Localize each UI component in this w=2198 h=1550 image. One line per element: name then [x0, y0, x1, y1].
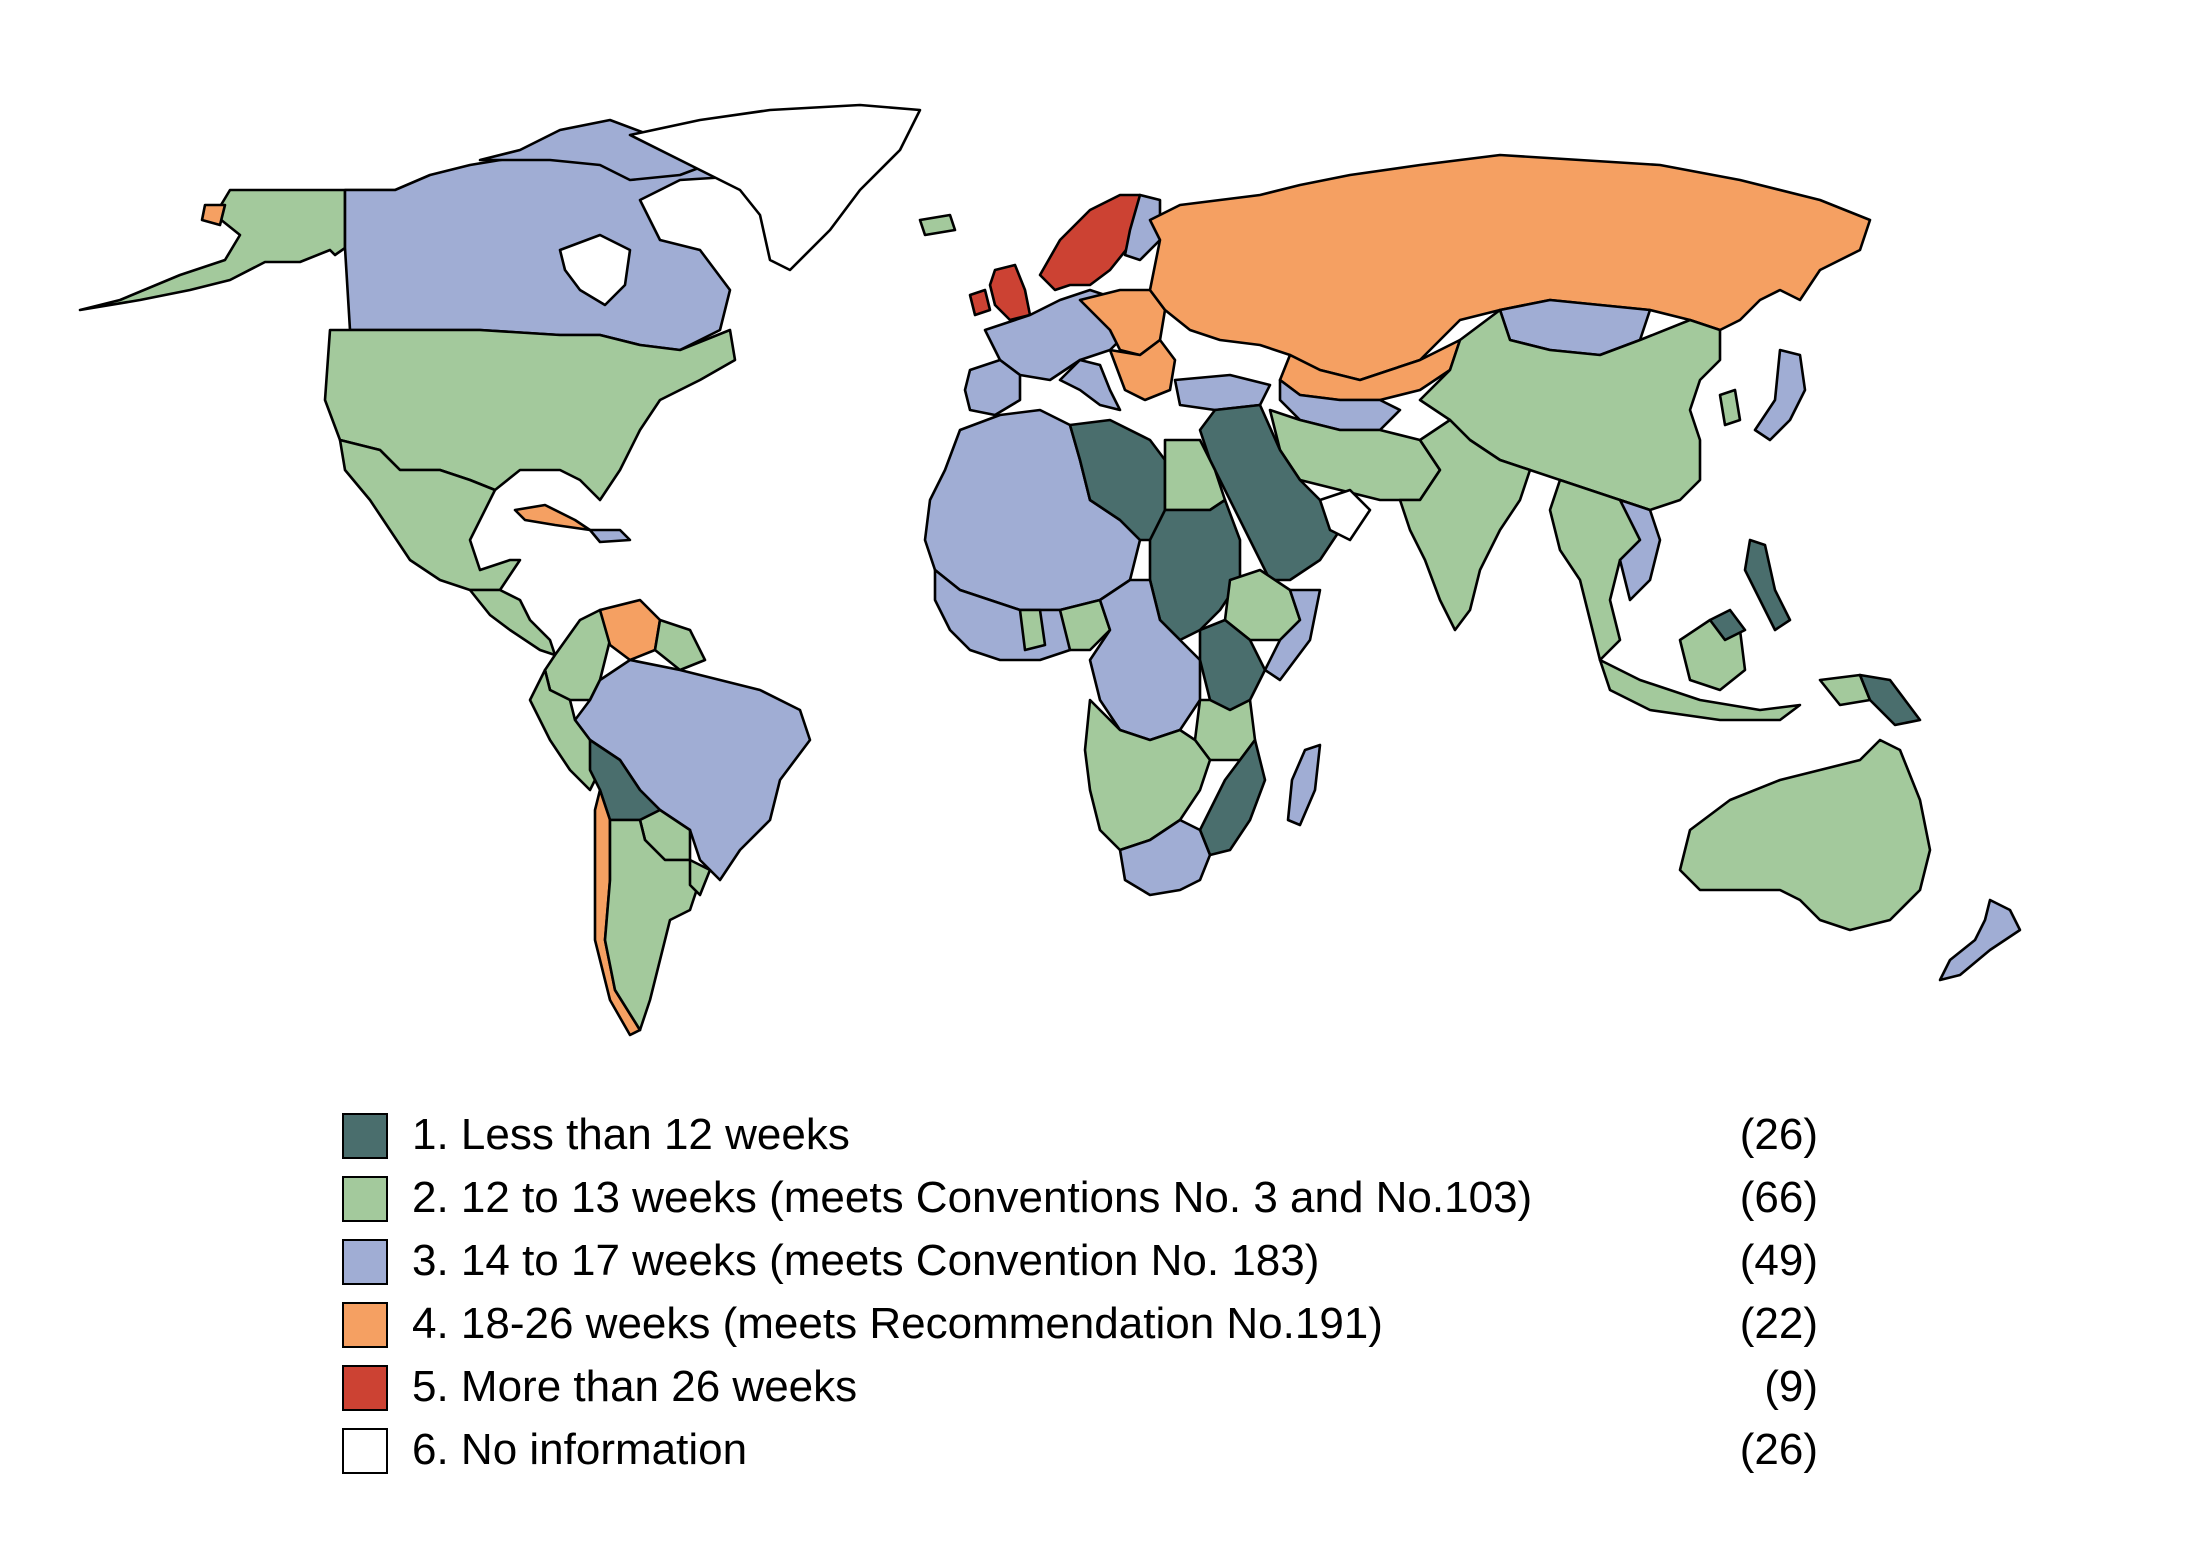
region-mexico: [338, 438, 522, 592]
legend-item: 6. No information (26): [340, 1420, 1840, 1483]
legend-label: 2. 12 to 13 weeks (meets Conventions No.…: [412, 1173, 1533, 1222]
legend-count: (9): [1764, 1362, 1818, 1411]
legend-label: 4. 18-26 weeks (meets Recommendation No.…: [412, 1299, 1383, 1348]
region-southern-central-africa: [1083, 698, 1212, 852]
region-caribbean: [588, 528, 632, 544]
region-ghana: [1018, 608, 1047, 652]
region-somalia: [1263, 588, 1322, 682]
region-alaska: [78, 188, 397, 312]
region-iberia: [963, 358, 1022, 417]
legend-label: 1. Less than 12 weeks: [412, 1110, 850, 1159]
region-borneo-north: [1708, 608, 1747, 642]
region-argentina: [603, 818, 702, 1032]
region-venezuela: [598, 598, 662, 662]
region-greenland: [628, 103, 922, 272]
region-madagascar: [1286, 743, 1322, 827]
region-aleutian-orange: [200, 203, 227, 227]
region-korea: [1718, 388, 1742, 427]
region-oman: [1318, 488, 1372, 542]
region-hudson-bay: [558, 233, 632, 307]
legend-item: 1. Less than 12 weeks (26): [340, 1105, 1840, 1168]
region-guianas: [653, 618, 707, 672]
legend: 1. Less than 12 weeks (26) 2. 12 to 13 wee…: [340, 1105, 1840, 1483]
legend-label: 3. 14 to 17 weeks (meets Convention No. …: [412, 1236, 1320, 1285]
legend-swatch: [342, 1239, 388, 1285]
legend-swatch: [342, 1302, 388, 1348]
region-russia: [1148, 153, 1872, 382]
legend-count: (49): [1739, 1236, 1818, 1285]
region-iceland: [918, 213, 957, 237]
region-uruguay: [688, 858, 712, 897]
region-australia: [1678, 738, 1932, 932]
region-canada: [343, 138, 762, 352]
region-balkans: [1108, 338, 1177, 402]
region-vietnam: [1618, 498, 1662, 602]
region-new-zealand: [1938, 898, 2022, 982]
legend-item: 5. More than 26 weeks (9): [340, 1357, 1840, 1420]
region-japan: [1753, 348, 1807, 442]
region-central-africa: [1088, 578, 1202, 742]
region-papua-new-guinea: [1858, 673, 1922, 727]
legend-label: 6. No information: [412, 1425, 748, 1474]
region-italy: [1058, 358, 1122, 412]
legend-count: (66): [1739, 1173, 1818, 1222]
legend-count: (26): [1739, 1110, 1818, 1159]
legend-count: (22): [1739, 1299, 1818, 1348]
region-india: [1398, 418, 1532, 632]
legend-label: 5. More than 26 weeks: [412, 1362, 858, 1411]
legend-swatch: [342, 1365, 388, 1411]
region-central-asia: [1278, 378, 1402, 432]
legend-item: 3. 14 to 17 weeks (meets Convention No. …: [340, 1231, 1840, 1294]
region-philippines: [1743, 538, 1792, 632]
region-uk: [988, 263, 1032, 322]
region-finland: [1123, 193, 1162, 262]
legend-item: 2. 12 to 13 weeks (meets Conventions No.…: [340, 1168, 1840, 1231]
world-map: [78, 103, 2022, 1037]
region-cuba: [513, 503, 592, 532]
region-ireland: [968, 288, 992, 317]
region-nigeria: [1058, 598, 1112, 652]
legend-swatch: [342, 1176, 388, 1222]
legend-swatch: [342, 1113, 388, 1159]
legend-count: (26): [1739, 1425, 1818, 1474]
region-indonesia: [1598, 658, 1802, 722]
region-south-africa: [1118, 818, 1212, 897]
region-mozambique: [1198, 738, 1267, 857]
legend-swatch: [342, 1428, 388, 1474]
region-central-america: [468, 588, 557, 657]
legend-item: 4. 18-26 weeks (meets Recommendation No.…: [340, 1294, 1840, 1357]
